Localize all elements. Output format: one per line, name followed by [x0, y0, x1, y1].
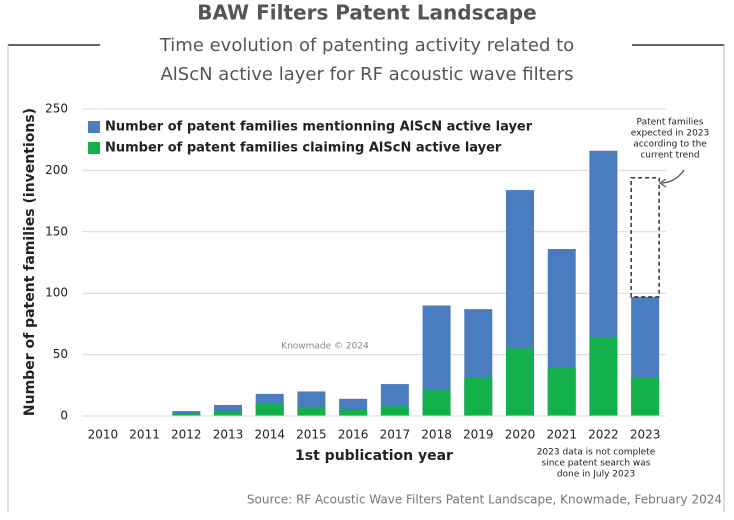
y-tick-label: 0 [60, 409, 68, 423]
x-tick-label: 2013 [213, 428, 244, 442]
x-tick-label: 2017 [380, 428, 411, 442]
x-axis-title: 1st publication year [295, 448, 453, 464]
bar [172, 413, 201, 416]
annotation: current trend [640, 151, 699, 161]
legend-label: Number of patent families mentionning Al… [105, 120, 533, 135]
annotation: expected in 2023 [631, 129, 710, 139]
source: Source: RF Acoustic Wave Filters Patent … [247, 493, 722, 507]
bar [464, 377, 493, 416]
projection-box [630, 177, 660, 298]
x-tick-label: 2022 [588, 428, 619, 442]
arrow [661, 169, 685, 184]
annotation: according to the [633, 140, 707, 150]
annotation: 2023 data is not complete [537, 448, 656, 458]
x-tick-label: 2015 [296, 428, 327, 442]
chart-subtitle: Time evolution of patenting activity rel… [159, 35, 574, 56]
bar [380, 406, 409, 416]
y-tick-label: 200 [45, 163, 68, 177]
x-tick-label: 2018 [421, 428, 452, 442]
bar [214, 411, 242, 416]
legend-swatch [88, 121, 100, 133]
chart-title: BAW Filters Patent Landscape [197, 1, 537, 25]
annotation: since patent search was [542, 459, 651, 469]
bar [214, 404, 242, 416]
x-tick-label: 2010 [88, 428, 119, 442]
bar [506, 348, 534, 416]
y-tick-label: 100 [45, 286, 68, 300]
bar [589, 337, 618, 416]
annotation: done in July 2023 [557, 470, 635, 480]
y-tick-label: 50 [53, 347, 68, 361]
y-axis-title: Number of patent families (inventions) [22, 108, 38, 416]
bar [631, 377, 660, 416]
y-tick-label: 150 [45, 224, 68, 238]
arrow-head [658, 178, 667, 188]
x-tick-label: 2023 [630, 428, 661, 442]
legend-swatch [88, 142, 100, 154]
x-tick-label: 2016 [338, 428, 369, 442]
bar [547, 368, 576, 416]
x-tick-label: 2020 [505, 428, 536, 442]
x-tick-label: 2021 [546, 428, 577, 442]
legend-label: Number of patent families claiming AlScN… [105, 141, 502, 156]
chart-subtitle: AlScN active layer for RF acoustic wave … [160, 64, 573, 85]
bar [339, 409, 368, 416]
x-tick-label: 2019 [463, 428, 494, 442]
x-tick-label: 2012 [171, 428, 202, 442]
watermark: Knowmade © 2024 [281, 342, 369, 352]
x-tick-label: 2011 [129, 428, 160, 442]
annotation: Patent families [637, 118, 704, 128]
bar [255, 403, 284, 416]
y-tick-label: 250 [45, 102, 68, 116]
bar [297, 407, 326, 416]
x-tick-label: 2014 [254, 428, 285, 442]
bar [422, 390, 451, 416]
